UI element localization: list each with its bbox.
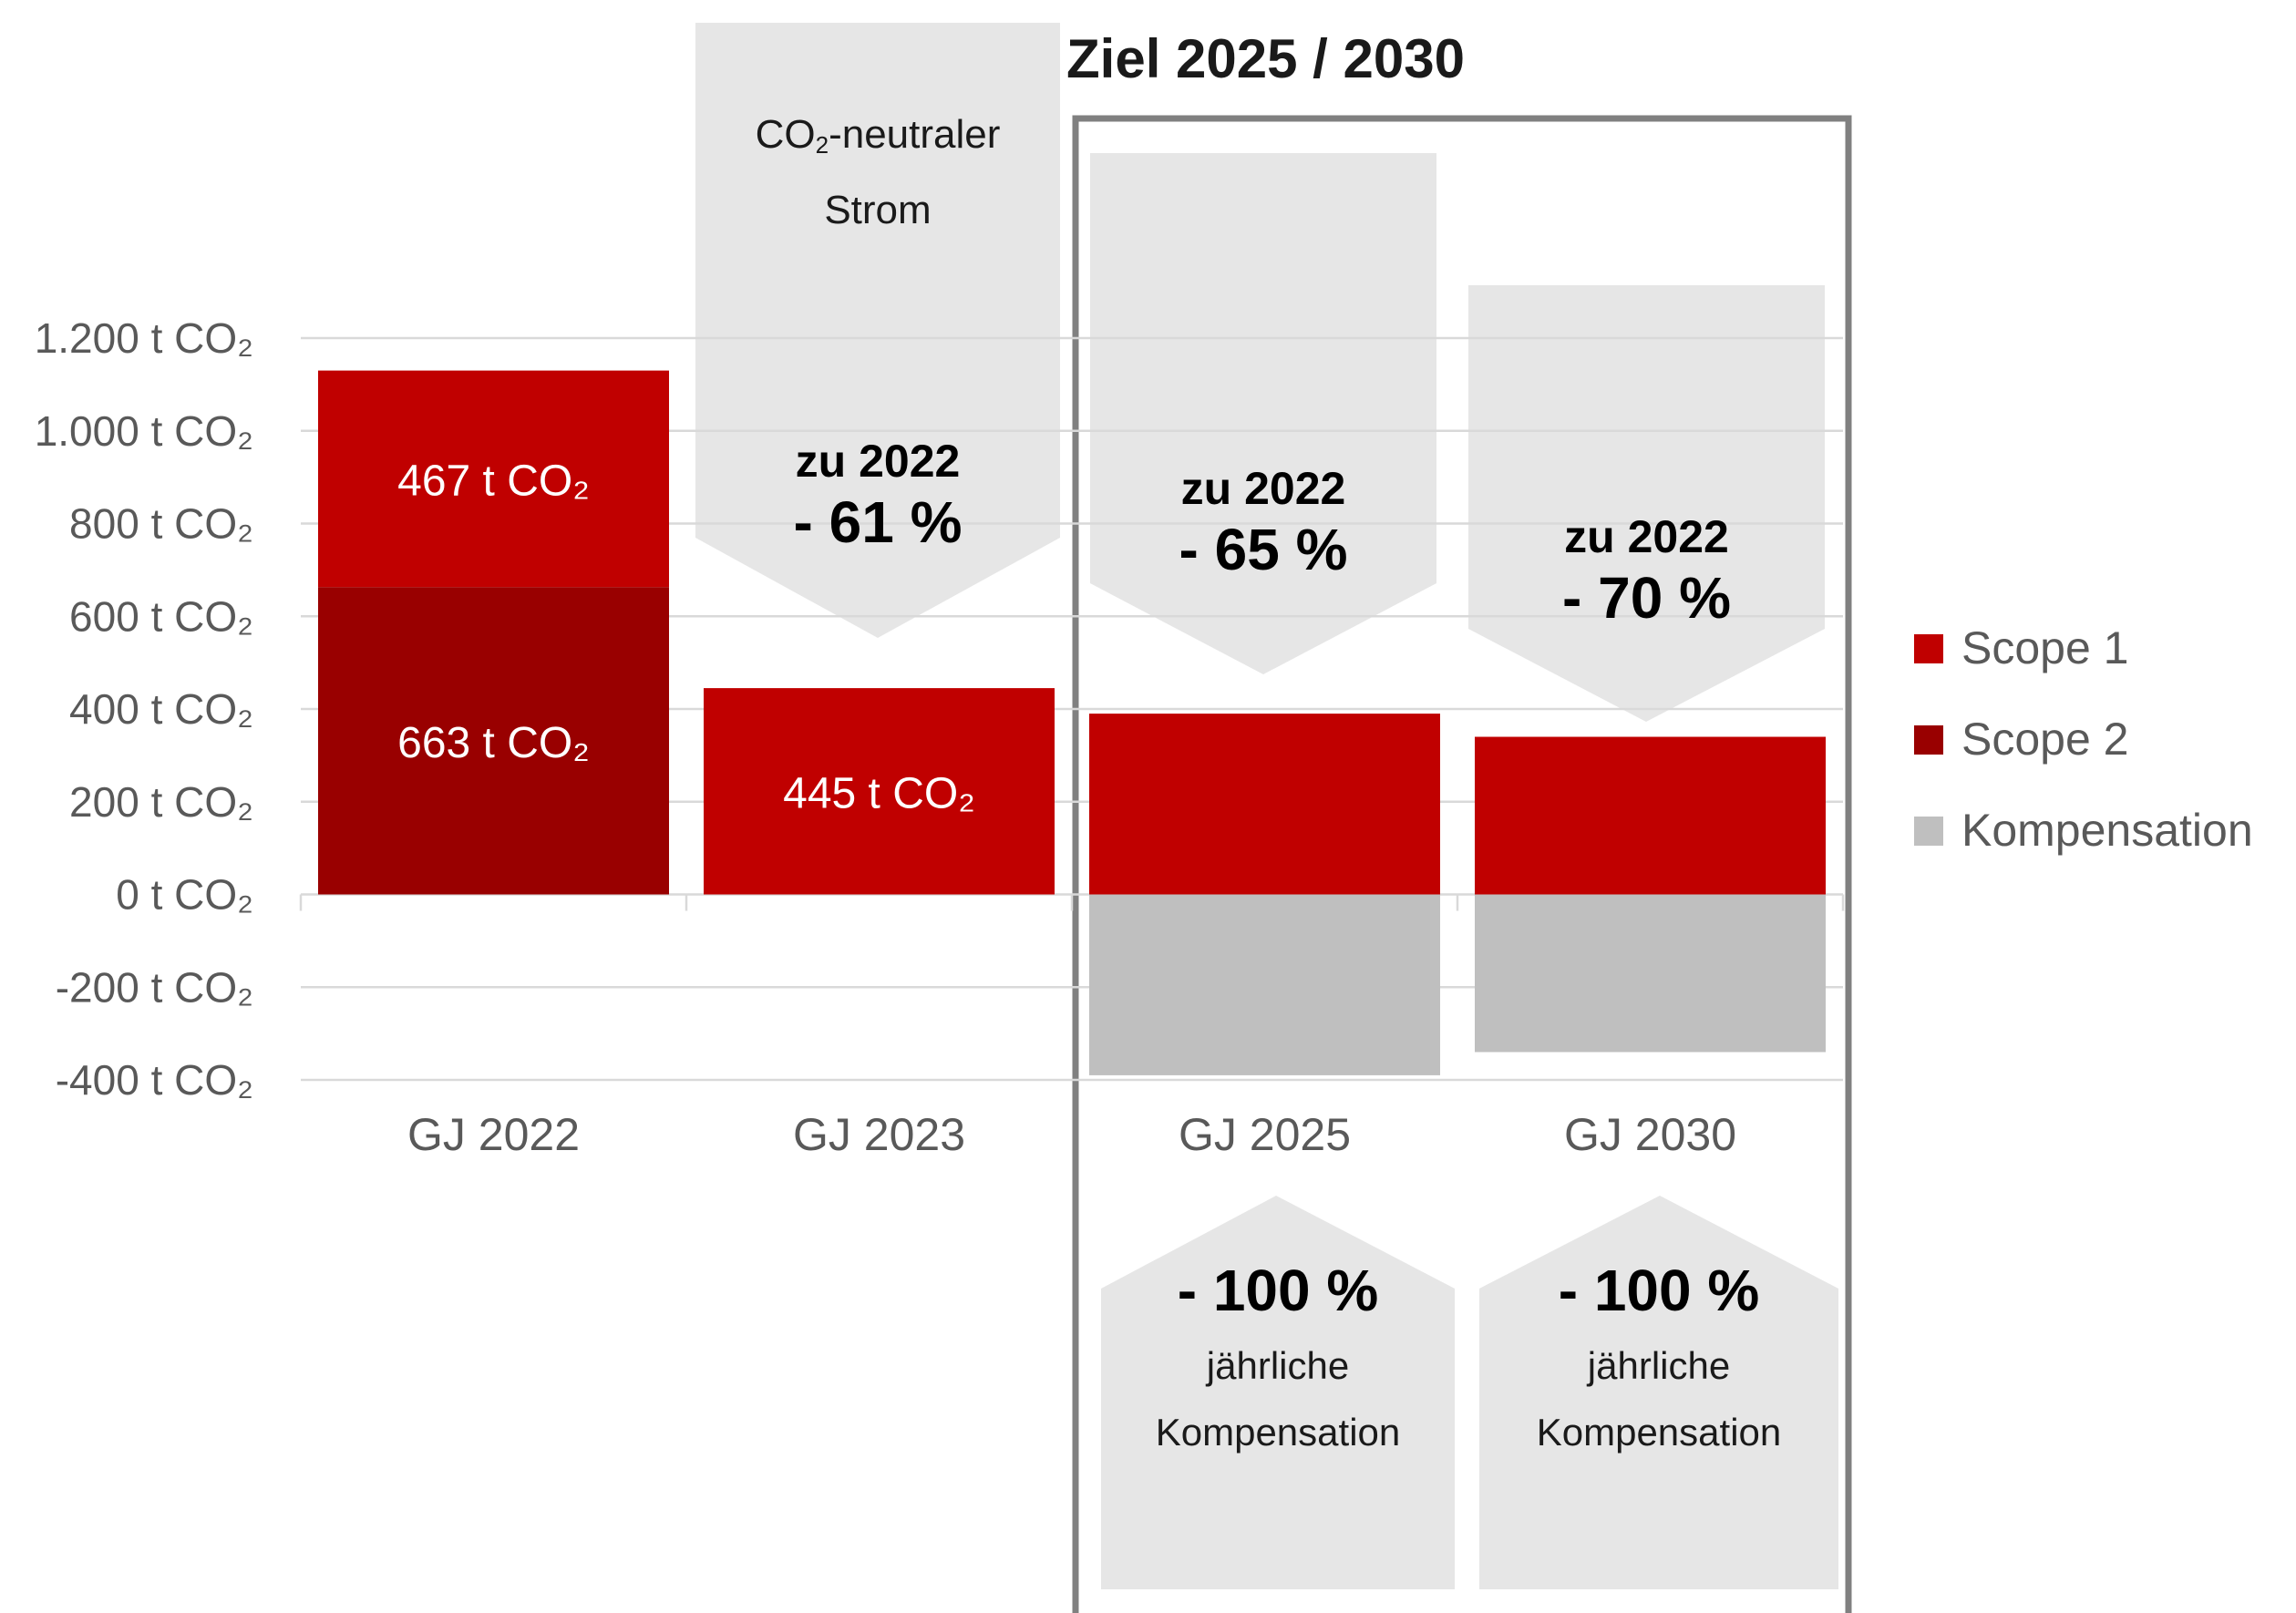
data-label: 467 t CO₂ [397, 457, 590, 505]
legend-swatch-scope2 [1914, 725, 1943, 755]
y-tick-label: 1.000 t CO₂ [35, 407, 253, 455]
y-tick-label: 800 t CO₂ [69, 500, 253, 548]
bar-scope-1 [318, 370, 669, 588]
x-category-label: GJ 2025 [1179, 1109, 1351, 1160]
compensation-line1: jährliche [1206, 1344, 1350, 1387]
x-category-label: GJ 2022 [407, 1109, 580, 1160]
bar-scope-1 [1089, 714, 1440, 895]
bar-kompensation [1475, 894, 1826, 1053]
reduction-callout-gj2030: zu 2022 - 70 % [1468, 509, 1825, 631]
co2-neutral-power-note: CO2-neutraler Strom [695, 102, 1060, 243]
callout-arrow-gj2025 [1090, 153, 1436, 674]
callout-arrow-gj2023 [695, 23, 1060, 638]
compensation-text-gj2025: - 100 % jährliche Kompensation [1101, 1258, 1455, 1465]
co2-note-subscript: 2 [815, 131, 829, 159]
reduction-value: - 61 % [793, 489, 963, 555]
compensation-value: - 100 % [1177, 1258, 1379, 1323]
bar-kompensation [1089, 894, 1440, 1075]
legend-label: Kompensation [1961, 805, 2253, 856]
reduction-value: - 65 % [1179, 517, 1348, 582]
reduction-label: zu 2022 [1564, 511, 1729, 562]
reduction-callout-gj2023: zu 2022 - 61 % [695, 433, 1060, 555]
y-tick-label: 0 t CO₂ [116, 871, 253, 919]
data-label: 445 t CO₂ [783, 769, 975, 817]
compensation-callout-gj2025 [1101, 1196, 1455, 1589]
reduction-label: zu 2022 [1180, 463, 1346, 514]
compensation-callout-gj2030 [1479, 1196, 1838, 1589]
x-category-label: GJ 2023 [793, 1109, 965, 1160]
co2-note-rest: -neutraler [829, 112, 1001, 157]
y-tick-label: 400 t CO₂ [69, 685, 253, 733]
legend-swatch-kompensation [1914, 817, 1943, 846]
y-tick-label: -200 t CO₂ [56, 963, 253, 1011]
goal-frame [1072, 115, 1852, 1613]
y-tick-label: 1.200 t CO₂ [35, 314, 253, 362]
data-label: 663 t CO₂ [397, 719, 590, 767]
reduction-callout-gj2025: zu 2022 - 65 % [1090, 460, 1436, 582]
legend-swatch-scope1 [1914, 634, 1943, 663]
x-category-label: GJ 2030 [1564, 1109, 1736, 1160]
co2-note-line2: Strom [824, 188, 932, 232]
compensation-line1: jährliche [1587, 1344, 1731, 1387]
bar-scope-1 [1475, 736, 1826, 895]
compensation-line2: Kompensation [1536, 1411, 1782, 1454]
compensation-value: - 100 % [1558, 1258, 1760, 1323]
bar-scope-2 [318, 587, 669, 895]
goal-title: Ziel 2025 / 2030 [1066, 28, 1465, 89]
legend-label: Scope 2 [1961, 714, 2129, 765]
bar-scope-1 [704, 688, 1055, 895]
y-tick-label: 200 t CO₂ [69, 778, 253, 826]
callout-arrow-gj2030 [1468, 285, 1825, 722]
reduction-value: - 70 % [1562, 565, 1731, 631]
co2-note-co: CO [755, 112, 816, 157]
legend-label: Scope 1 [1961, 622, 2129, 673]
y-tick-label: 600 t CO₂ [69, 592, 253, 640]
compensation-line2: Kompensation [1155, 1411, 1401, 1454]
reduction-label: zu 2022 [795, 436, 961, 487]
compensation-text-gj2030: - 100 % jährliche Kompensation [1479, 1258, 1838, 1465]
y-tick-label: -400 t CO₂ [56, 1056, 253, 1104]
